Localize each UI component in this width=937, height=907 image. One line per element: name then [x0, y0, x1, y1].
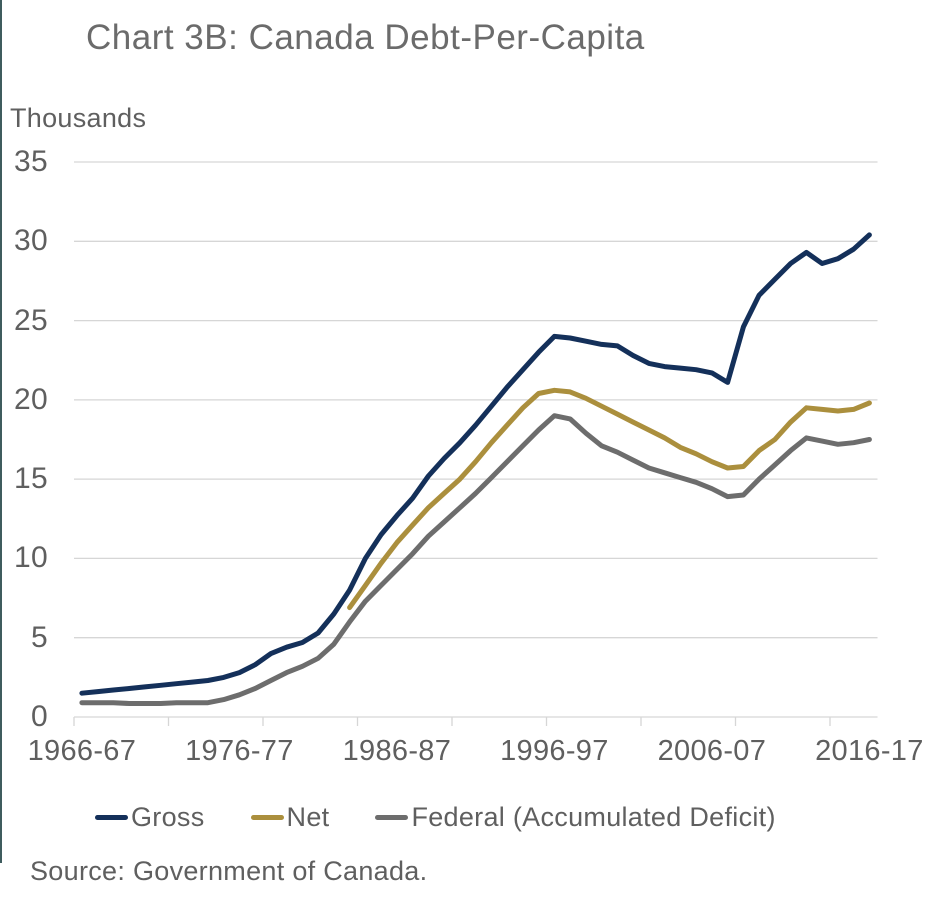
legend-line-swatch-icon — [250, 815, 284, 820]
x-axis-tick-label: 1976-77 — [185, 735, 294, 767]
y-axis-tick-label: 20 — [14, 382, 48, 416]
y-axis-tick-label: 25 — [14, 303, 48, 337]
chart-line-net — [347, 387, 872, 611]
y-axis-tick-label: 5 — [31, 620, 48, 654]
source-note: Source: Government of Canada. — [30, 856, 428, 886]
legend-item: Federal (Accumulated Deficit) — [375, 802, 775, 833]
x-axis-tick-label: 2006-07 — [657, 735, 767, 767]
chart-line-gross — [79, 232, 872, 696]
y-axis-tick-label: 10 — [14, 541, 48, 575]
y-axis-tick-label: 30 — [14, 224, 48, 258]
y-axis-tick-label: 0 — [31, 700, 48, 733]
y-axis-units-label: Thousands — [10, 103, 147, 133]
legend-item: Gross — [95, 802, 205, 833]
legend-label: Gross — [131, 802, 205, 832]
legend-line-swatch-icon — [95, 815, 128, 820]
legend: Gross Net Federal (Accumulated Deficit) — [95, 802, 776, 833]
y-axis-tick-label: 15 — [14, 462, 48, 496]
x-axis-tick-label: 1986-87 — [342, 735, 452, 767]
legend-label: Federal (Accumulated Deficit) — [411, 802, 776, 832]
figure-left-border — [0, 0, 2, 863]
legend-label: Net — [286, 802, 330, 832]
chart-title: Chart 3B: Canada Debt-Per-Capita — [86, 18, 645, 57]
chart-line-federal-accumulated-deficit — [79, 413, 872, 706]
x-axis-tick-label: 1966-67 — [27, 735, 137, 767]
x-axis-tick-label: 2016-17 — [815, 735, 924, 767]
legend-line-swatch-icon — [375, 815, 409, 820]
y-axis-tick-label: 35 — [14, 145, 48, 178]
x-axis-tick-label: 1996-97 — [500, 735, 609, 767]
legend-item: Net — [250, 802, 330, 833]
